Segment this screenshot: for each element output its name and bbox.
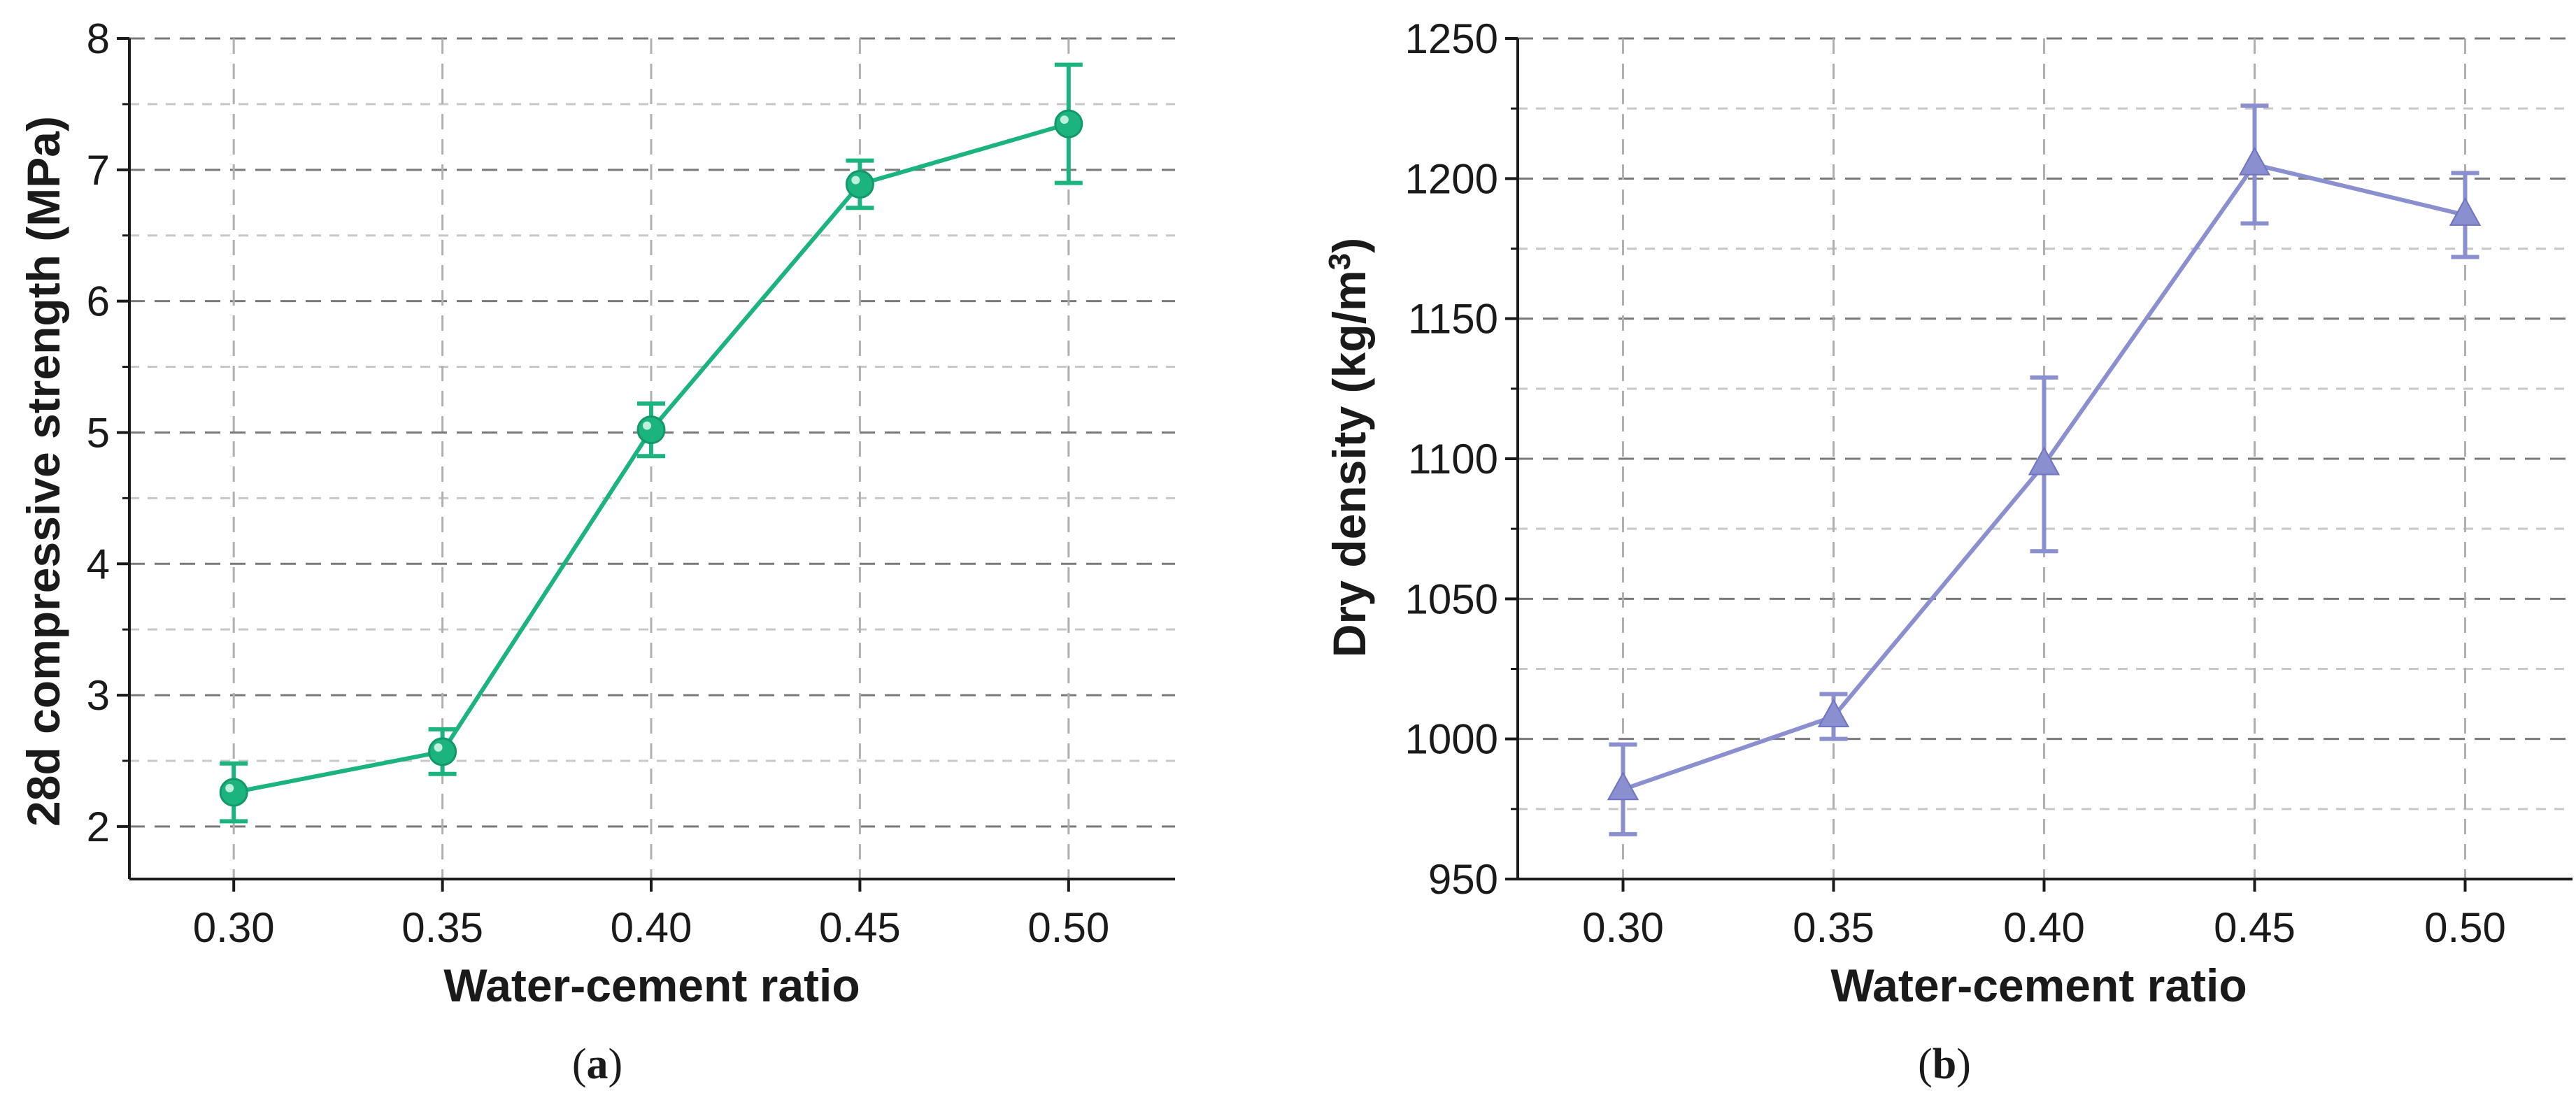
chart-b-y-tick-label: 1000	[1405, 716, 1498, 763]
chart-a-caption: (a)	[572, 1041, 622, 1088]
chart-a-x-axis-title: Water-cement ratio	[443, 959, 860, 1011]
chart-b-data-point	[2449, 197, 2482, 226]
chart-b-caption: (b)	[1918, 1041, 1971, 1088]
chart-a-series	[219, 62, 1083, 824]
chart-b-y-axis-title-end: )	[1323, 238, 1375, 253]
chart-a-axes	[117, 37, 1175, 892]
chart-a-data-point-highlight	[643, 421, 652, 430]
chart-b-data-point	[1607, 771, 1639, 801]
chart-a-x-tick-label: 0.50	[1027, 904, 1109, 951]
chart-a-data-point	[1054, 109, 1083, 138]
chart-b-x-tick-label: 0.40	[2003, 904, 2085, 951]
chart-a-y-tick-label: 7	[87, 147, 110, 194]
chart-b-y-axis-title-main: Dry density (kg/m	[1323, 270, 1375, 657]
chart-a-gridlines	[129, 37, 1175, 879]
chart-a-data-point-highlight	[1060, 115, 1069, 124]
chart-a-data-point-highlight	[434, 743, 443, 752]
chart-a-data-point	[845, 169, 874, 199]
chart-a-y-tick-label: 4	[87, 541, 110, 587]
chart-b-y-tick-label: 1250	[1405, 15, 1498, 62]
chart-a-y-tick-label: 6	[87, 278, 110, 325]
chart-a-x-tick-label: 0.30	[193, 904, 275, 951]
chart-b-y-axis-title-sup: 3	[1323, 253, 1357, 270]
chart-b-data-point	[2238, 146, 2271, 176]
chart-b-y-tick-label: 1050	[1405, 576, 1498, 622]
chart-b-x-tick-label: 0.30	[1582, 904, 1664, 951]
chart-b-axes	[1505, 37, 2573, 892]
chart-b-data-point	[2028, 446, 2061, 476]
chart-a-tick-labels: 2 3 4 5 6 7 8 0.30 0.35 0.40 0.45 0.50	[87, 15, 1110, 951]
chart-b-series	[1607, 103, 2482, 836]
chart-b-y-tick-label: 1200	[1405, 155, 1498, 202]
chart-a-data-point-highlight	[225, 784, 234, 793]
chart-b-tick-labels: 950 1000 1050 1100 1150 1200 1250 0.30 0.35 0.40 0…	[1405, 15, 2506, 951]
chart-b-y-tick-label: 1100	[1408, 436, 1498, 483]
chart-b-x-tick-label: 0.50	[2424, 904, 2506, 951]
chart-a-y-tick-label: 5	[87, 409, 110, 456]
chart-a-data-point	[219, 778, 248, 807]
chart-a-data-point	[428, 737, 457, 766]
chart-b-y-tick-label: 950	[1428, 856, 1498, 903]
chart-a-caption-letter: a	[587, 1041, 609, 1088]
chart-a-y-axis-title: 28d compressive strength (MPa)	[17, 116, 69, 827]
chart-a-x-tick-label: 0.45	[819, 904, 901, 951]
chart-a-y-tick-label: 2	[87, 804, 110, 850]
chart-b-caption-letter: b	[1933, 1041, 1956, 1088]
chart-a-x-tick-label: 0.35	[401, 904, 483, 951]
chart-a-y-tick-label: 3	[87, 672, 110, 719]
chart-a-data-point-highlight	[851, 176, 860, 185]
chart-panel-b: 950 1000 1050 1100 1150 1200 1250 0.30 0.35 0.40 0…	[1323, 15, 2573, 1088]
chart-b-y-tick-label: 1150	[1408, 296, 1498, 343]
chart-a-y-tick-label: 8	[87, 15, 110, 62]
chart-b-x-tick-label: 0.35	[1793, 904, 1874, 951]
chart-b-x-tick-label: 0.45	[2214, 904, 2296, 951]
chart-a-x-tick-label: 0.40	[611, 904, 692, 951]
chart-b-x-axis-title: Water-cement ratio	[1830, 959, 2247, 1011]
chart-a-data-point	[636, 415, 666, 445]
chart-b-y-axis-title: Dry density (kg/m3)	[1323, 238, 1375, 657]
chart-b-data-point	[1817, 698, 1850, 728]
chart-panel-a: 2 3 4 5 6 7 8 0.30 0.35 0.40 0.45 0.50 Water-cement…	[17, 15, 1175, 1088]
